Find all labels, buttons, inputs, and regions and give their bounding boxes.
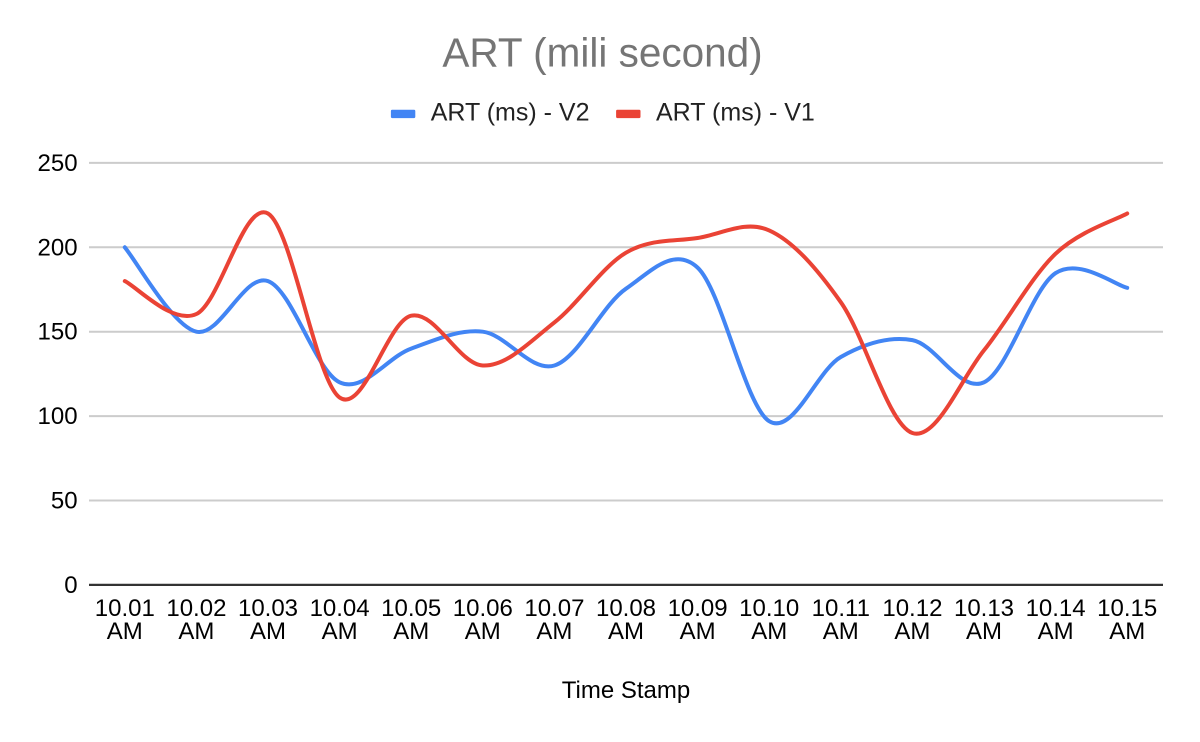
svg-text:AM: AM bbox=[751, 618, 787, 645]
svg-text:AM: AM bbox=[1038, 618, 1074, 645]
svg-text:100: 100 bbox=[38, 403, 78, 430]
svg-text:AM: AM bbox=[107, 618, 143, 645]
svg-text:10.05: 10.05 bbox=[381, 595, 441, 622]
svg-text:AM: AM bbox=[465, 618, 501, 645]
svg-text:10.01: 10.01 bbox=[95, 595, 155, 622]
svg-text:Time Stamp: Time Stamp bbox=[562, 677, 690, 704]
svg-text:150: 150 bbox=[38, 319, 78, 346]
svg-text:AM: AM bbox=[966, 618, 1002, 645]
svg-text:AM: AM bbox=[536, 618, 572, 645]
svg-text:AM: AM bbox=[680, 618, 716, 645]
svg-text:10.07: 10.07 bbox=[524, 595, 584, 622]
svg-text:10.02: 10.02 bbox=[166, 595, 226, 622]
svg-text:0: 0 bbox=[64, 572, 77, 599]
svg-text:10.08: 10.08 bbox=[596, 595, 656, 622]
svg-text:250: 250 bbox=[38, 150, 78, 177]
svg-text:AM: AM bbox=[823, 618, 859, 645]
svg-text:AM: AM bbox=[608, 618, 644, 645]
svg-text:AM: AM bbox=[894, 618, 930, 645]
svg-text:10.09: 10.09 bbox=[668, 595, 728, 622]
svg-text:AM: AM bbox=[393, 618, 429, 645]
svg-text:10.13: 10.13 bbox=[954, 595, 1014, 622]
svg-text:ART (ms) - V1: ART (ms) - V1 bbox=[656, 99, 815, 127]
svg-text:ART (mili second): ART (mili second) bbox=[442, 30, 762, 76]
svg-text:10.11: 10.11 bbox=[812, 595, 870, 622]
svg-text:10.14: 10.14 bbox=[1026, 595, 1086, 622]
svg-text:AM: AM bbox=[322, 618, 358, 645]
svg-text:50: 50 bbox=[51, 488, 78, 515]
svg-text:AM: AM bbox=[250, 618, 286, 645]
svg-text:200: 200 bbox=[38, 234, 78, 261]
svg-text:10.03: 10.03 bbox=[238, 595, 298, 622]
svg-text:10.10: 10.10 bbox=[739, 595, 799, 622]
svg-text:10.12: 10.12 bbox=[882, 595, 942, 622]
svg-text:AM: AM bbox=[1109, 618, 1145, 645]
svg-text:AM: AM bbox=[178, 618, 214, 645]
svg-text:ART (ms) - V2: ART (ms) - V2 bbox=[431, 99, 590, 127]
svg-text:10.04: 10.04 bbox=[310, 595, 370, 622]
svg-text:10.15: 10.15 bbox=[1097, 595, 1157, 622]
svg-text:10.06: 10.06 bbox=[453, 595, 513, 622]
